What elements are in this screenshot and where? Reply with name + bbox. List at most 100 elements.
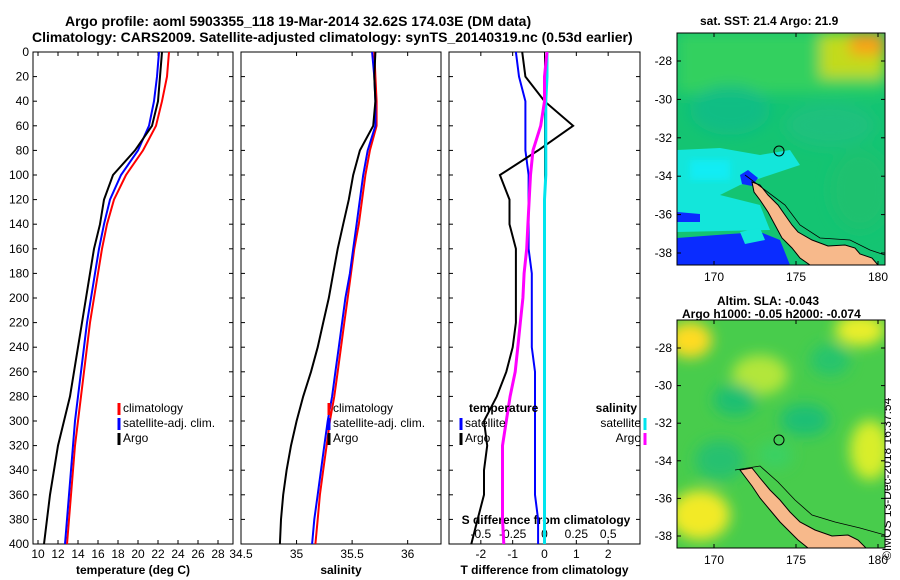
y-tick-label: 20 bbox=[16, 70, 30, 84]
temp-legend-2-label: Argo bbox=[123, 431, 149, 445]
y-tick-label: 200 bbox=[9, 291, 29, 305]
x-top-tick-label: 0.5 bbox=[600, 527, 617, 541]
t-argo-diff-line bbox=[470, 51, 575, 545]
x-tick-label: 35.5 bbox=[340, 547, 364, 561]
map-lat-label: -34 bbox=[655, 454, 673, 468]
x-tick-label: 28 bbox=[211, 547, 225, 561]
y-tick-label: 60 bbox=[16, 119, 30, 133]
x-top-tick-label: -0.25 bbox=[499, 527, 527, 541]
x-tick-label: 2 bbox=[605, 547, 612, 561]
temp-legend-0-label: climatology bbox=[123, 401, 183, 415]
sal-satellite-adj-line bbox=[311, 51, 377, 545]
sla-argo-location-marker bbox=[773, 434, 785, 446]
x-tick-label: -1 bbox=[507, 547, 518, 561]
x-tick-label: 36 bbox=[401, 547, 415, 561]
figure-title-line1: Argo profile: aoml 5903355_118 19-Mar-20… bbox=[65, 13, 532, 29]
x-tick-label: 12 bbox=[51, 547, 65, 561]
map-lon-label: 180 bbox=[868, 270, 888, 284]
x-tick-label: 0 bbox=[541, 547, 548, 561]
y-tick-label: 0 bbox=[22, 45, 29, 59]
map-lon-label: 170 bbox=[704, 270, 724, 284]
map-lat-label: -30 bbox=[655, 379, 673, 393]
x-tick-label: 26 bbox=[191, 547, 205, 561]
plot-frame bbox=[32, 51, 234, 545]
x-tick-label: 1 bbox=[573, 547, 580, 561]
map-lon-label: 180 bbox=[868, 553, 888, 567]
x-tick-label: 18 bbox=[111, 547, 125, 561]
s-sat-diff-line bbox=[543, 52, 549, 544]
diff-legend-1-label: Argo bbox=[465, 431, 491, 445]
map-lat-label: -28 bbox=[655, 341, 673, 355]
sst-argo-location-marker bbox=[773, 145, 785, 157]
sst-map bbox=[677, 33, 885, 265]
map-lat-label: -36 bbox=[655, 491, 673, 505]
diff-legend-0-label: satellite bbox=[465, 416, 506, 430]
x-tick-label: 34.5 bbox=[229, 547, 253, 561]
y-tick-label: 160 bbox=[9, 242, 29, 256]
map-lon-label: 175 bbox=[786, 270, 806, 284]
s-argo-diff-line bbox=[501, 51, 549, 545]
map-lat-label: -38 bbox=[655, 246, 673, 260]
sal-legend-0-label: climatology bbox=[333, 401, 393, 415]
map-lat-label: -30 bbox=[655, 92, 673, 106]
sal-climatology-line bbox=[314, 51, 378, 545]
sal-argo-line bbox=[278, 51, 377, 545]
legend-temperature-title: temperature bbox=[469, 401, 539, 415]
legend-salinity-title: salinity bbox=[596, 401, 638, 415]
y-tick-label: 300 bbox=[9, 414, 29, 428]
x-tick-label: 14 bbox=[71, 547, 85, 561]
y-tick-label: 340 bbox=[9, 463, 29, 477]
x-tick-label: 10 bbox=[31, 547, 45, 561]
x-tick-label: 20 bbox=[131, 547, 145, 561]
temperature-panel: 0 20 40 60 80 100 120 140 160 180 200 220 240 260 280 3… bbox=[9, 45, 234, 577]
map-lat-label: -38 bbox=[655, 529, 673, 543]
x-top-axis-label: S difference from climatology bbox=[462, 513, 631, 527]
y-tick-label: 180 bbox=[9, 266, 29, 280]
x-tick-label: -2 bbox=[475, 547, 486, 561]
sal-legend-2-label: Argo bbox=[333, 431, 359, 445]
salinity-panel: 34.5 35 35.5 36 salinity climatologysatellite… bbox=[229, 51, 442, 577]
sst-map-title: sat. SST: 21.4 Argo: 21.9 bbox=[700, 14, 839, 28]
y-tick-label: 400 bbox=[9, 537, 29, 551]
x-axis-label: temperature (deg C) bbox=[76, 563, 190, 577]
y-tick-label: 220 bbox=[9, 316, 29, 330]
y-tick-label: 260 bbox=[9, 365, 29, 379]
t-sat-diff-line bbox=[514, 51, 540, 544]
x-tick-label: 24 bbox=[171, 547, 185, 561]
y-tick-label: 40 bbox=[16, 94, 30, 108]
map-axes: -28 -30 -32 -34 -36 -38 170 175 180 -28 -30 -32 -34 -… bbox=[655, 33, 888, 567]
x-axis-label: T difference from climatology bbox=[460, 563, 628, 577]
map-lon-label: 175 bbox=[786, 553, 806, 567]
sal-legend-1-label: satellite-adj. clim. bbox=[333, 416, 425, 430]
sla-map-title-line1: Altim. SLA: -0.043 bbox=[717, 294, 820, 308]
temp-legend-1-label: satellite-adj. clim. bbox=[123, 416, 215, 430]
y-tick-label: 80 bbox=[16, 143, 30, 157]
y-tick-label: 320 bbox=[9, 439, 29, 453]
map-lat-label: -32 bbox=[655, 416, 673, 430]
map-lat-label: -28 bbox=[655, 54, 673, 68]
y-tick-label: 120 bbox=[9, 193, 29, 207]
diff-legend-2-label: satellite bbox=[600, 416, 641, 430]
x-top-tick-label: 0.25 bbox=[565, 527, 589, 541]
y-tick-label: 280 bbox=[9, 389, 29, 403]
y-tick-label: 360 bbox=[9, 488, 29, 502]
figure-title-line2: Climatology: CARS2009. Satellite-adjuste… bbox=[32, 29, 633, 45]
x-tick-label: 35 bbox=[290, 547, 304, 561]
map-lon-label: 170 bbox=[704, 553, 724, 567]
x-tick-label: 22 bbox=[151, 547, 165, 561]
diff-legend-3-label: Argo bbox=[616, 431, 642, 445]
y-tick-label: 240 bbox=[9, 340, 29, 354]
map-lat-label: -32 bbox=[655, 131, 673, 145]
sla-map-title-line2: Argo h1000: -0.05 h2000: -0.074 bbox=[682, 307, 861, 321]
argo-line bbox=[43, 51, 163, 545]
x-axis-label: salinity bbox=[320, 563, 362, 577]
map-lat-label: -34 bbox=[655, 169, 673, 183]
y-tick-label: 380 bbox=[9, 512, 29, 526]
climatology-line bbox=[66, 51, 170, 545]
y-tick-label: 140 bbox=[9, 217, 29, 231]
y-tick-label: 100 bbox=[9, 168, 29, 182]
map-lat-label: -36 bbox=[655, 208, 673, 222]
sla-map bbox=[677, 320, 885, 548]
x-tick-label: 16 bbox=[91, 547, 105, 561]
